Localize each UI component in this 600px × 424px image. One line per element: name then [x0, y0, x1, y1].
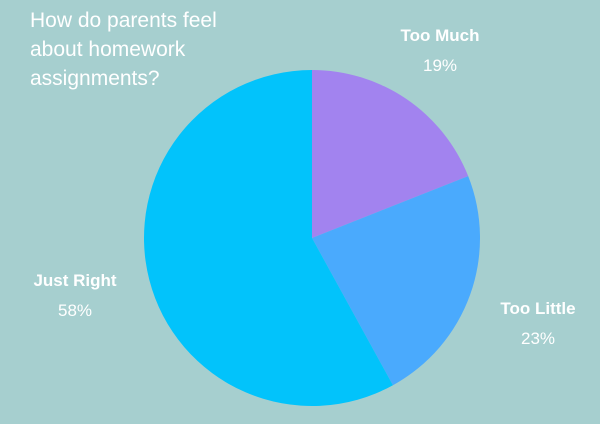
pie-slice-too-much — [312, 70, 469, 238]
slice-name-too-little: Too Little — [500, 299, 576, 318]
chart-title-line-2: about homework — [30, 38, 186, 61]
slice-name-too-much: Too Much — [400, 26, 480, 45]
pie-slice-just-right — [143, 70, 393, 407]
slice-label-too-much: Too Much 19% — [385, 21, 495, 81]
slice-name-just-right: Just Right — [33, 271, 117, 290]
slice-label-just-right: Just Right 58% — [15, 266, 135, 326]
slice-value-just-right: 58% — [57, 301, 93, 320]
chart-title: How do parents feel about homework assig… — [30, 6, 250, 93]
slice-value-too-much: 19% — [422, 56, 458, 75]
slice-label-too-little: Too Little 23% — [478, 294, 598, 354]
slice-value-too-little: 23% — [520, 329, 556, 348]
pie-slice-too-little — [312, 176, 481, 386]
chart-title-line-1: How do parents feel — [30, 9, 217, 32]
chart-title-line-3: assignments? — [30, 67, 160, 90]
